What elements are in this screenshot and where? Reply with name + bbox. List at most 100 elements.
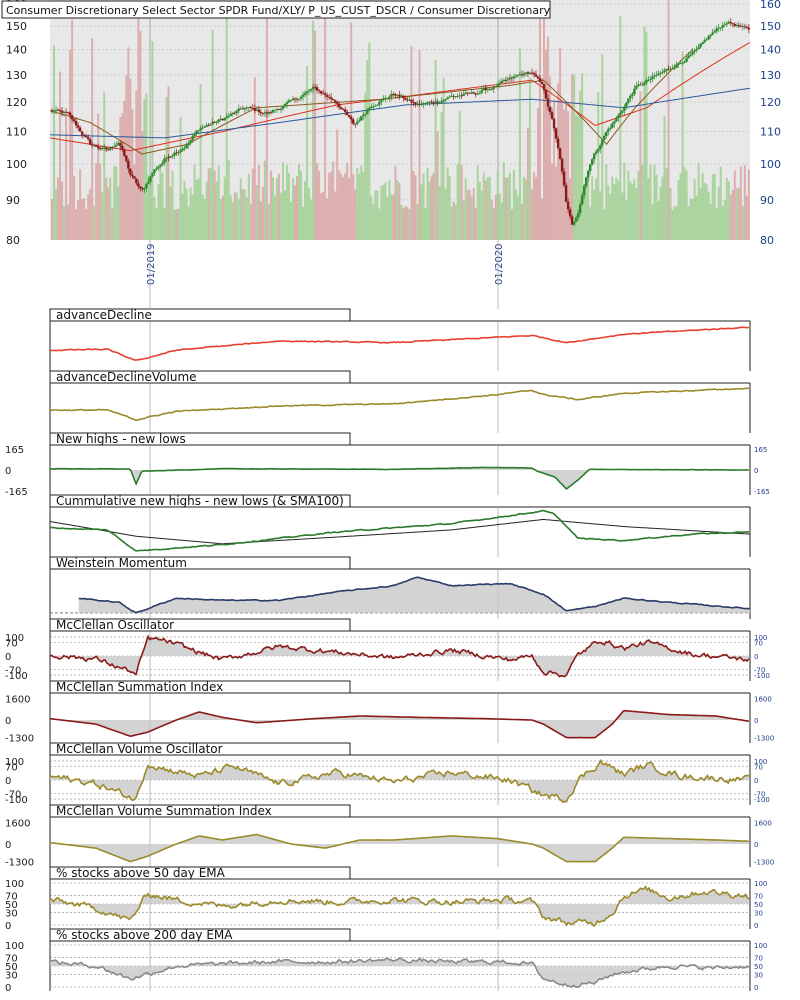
candle-body (673, 67, 676, 69)
volume-bar (539, 18, 541, 240)
price-tick-label-left: 90 (6, 194, 20, 207)
volume-bar (703, 183, 706, 240)
volume-bar (615, 177, 618, 240)
volume-bar (213, 170, 216, 240)
volume-bar (372, 204, 375, 240)
volume-bar (340, 173, 343, 240)
candle-body (257, 109, 261, 113)
price-tick-label-right: 140 (760, 44, 781, 57)
volume-bar (326, 198, 329, 240)
candle-body (631, 94, 634, 96)
volume-bar (219, 199, 222, 240)
candle-body (213, 121, 216, 123)
candle-body (637, 84, 640, 87)
candle-body (337, 103, 341, 108)
candle-body (289, 100, 293, 101)
candle-body (651, 76, 654, 80)
candle-body (526, 72, 530, 74)
volume-bar (416, 204, 419, 240)
candle-body (255, 109, 259, 111)
volume-bar (308, 188, 311, 240)
candle-body (291, 98, 295, 101)
panel-label-box (49, 742, 351, 756)
volume-bar (490, 199, 493, 240)
volume-bar (727, 181, 730, 240)
volume-bar (454, 204, 457, 240)
volume-bar (378, 208, 381, 240)
candle-body (398, 94, 401, 97)
candle-body (394, 94, 397, 96)
candle-body (534, 74, 538, 77)
volume-bar (669, 188, 672, 240)
volume-bar (133, 164, 136, 240)
volume-bar (221, 195, 224, 240)
volume-bar (302, 206, 305, 240)
volume-bar (492, 207, 495, 240)
panel-label: Cummulative new highs - new lows (& SMA1… (56, 494, 344, 508)
candle-body (299, 96, 303, 99)
volume-bar (177, 208, 180, 240)
volume-bar (296, 176, 299, 240)
candle-body (554, 128, 558, 139)
volume-bar (285, 165, 288, 240)
candle-body (245, 107, 249, 109)
candle-body (344, 109, 347, 112)
volume-bar (579, 91, 582, 240)
panel-tick-label-right: 70 (754, 764, 763, 772)
candle-body (528, 72, 532, 74)
series-line (78, 576, 751, 614)
candle-body (595, 151, 598, 154)
candle-body (54, 109, 58, 112)
panel-label: McClellan Volume Summation Index (56, 804, 272, 818)
candle-body (436, 101, 439, 103)
volume-bar (217, 165, 220, 240)
candle-body (416, 103, 419, 105)
volume-bar (396, 180, 399, 240)
candle-body (269, 112, 273, 113)
volume-bar (719, 166, 722, 240)
volume-bar (105, 177, 108, 240)
candle-body (402, 95, 405, 99)
volume-bar (553, 99, 556, 240)
volume-bar (103, 91, 106, 240)
volume-bar (277, 173, 280, 240)
candle-body (641, 84, 644, 86)
panel-tick-label-left: -1300 (5, 858, 34, 869)
volume-bar (185, 189, 188, 240)
candle-body (175, 152, 178, 154)
candle-body (277, 109, 281, 111)
candle-body (550, 112, 554, 119)
candle-body (574, 217, 578, 222)
volume-bar (203, 198, 206, 240)
candle-body (261, 113, 265, 114)
candle-body (456, 96, 459, 97)
candle-body (522, 73, 526, 76)
volume-bar (424, 207, 427, 240)
candle-body (239, 108, 242, 110)
candle-body (609, 127, 612, 129)
volume-bar (241, 189, 244, 240)
candle-body (171, 155, 174, 157)
candle-body (219, 118, 222, 120)
candle-body (327, 96, 331, 98)
candle-body (185, 144, 188, 149)
volume-bar (599, 191, 602, 240)
candle-body (311, 86, 315, 90)
candle-body (446, 97, 449, 100)
panel-tick-label-left: 30 (5, 908, 18, 919)
volume-bar (83, 198, 86, 240)
volume-bar (113, 166, 116, 240)
candle-body (396, 94, 399, 96)
volume-bar (665, 168, 668, 240)
candle-body (568, 209, 572, 217)
candle-body (406, 99, 409, 101)
volume-bar (434, 59, 437, 240)
volume-bar (717, 186, 720, 240)
volume-bar (91, 38, 94, 240)
volume-bar (705, 184, 708, 240)
volume-bar (450, 206, 453, 240)
volume-bar (575, 114, 578, 240)
volume-bar (85, 209, 88, 240)
candle-body (597, 149, 600, 152)
candle-body (356, 121, 359, 124)
